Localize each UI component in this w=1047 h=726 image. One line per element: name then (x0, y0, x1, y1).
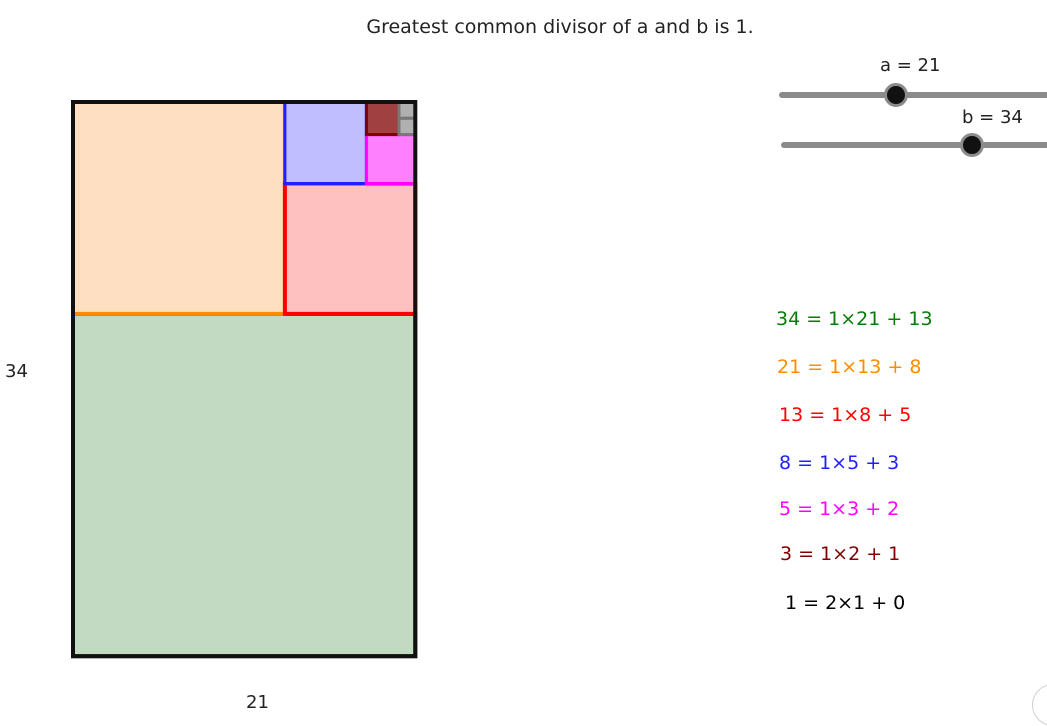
equation-7: 1 = 2×1 + 0 (785, 592, 906, 614)
equation-3: 13 = 1×8 + 5 (779, 404, 912, 426)
square-8 (282, 181, 418, 316)
square-1a (397, 100, 417, 120)
square-1b (397, 116, 417, 137)
equation-5: 5 = 1×3 + 2 (779, 498, 900, 520)
height-label: 34 (5, 361, 28, 382)
square-13 (71, 100, 287, 316)
equation-1: 34 = 1×21 + 13 (776, 308, 933, 330)
outer-rectangle (71, 100, 418, 659)
slider-b-track[interactable] (781, 142, 1047, 148)
slider-b-knob[interactable] (960, 133, 984, 157)
square-5 (283, 100, 368, 185)
square-21 (71, 311, 418, 659)
equation-2: 21 = 1×13 + 8 (777, 356, 922, 378)
diagram-title: Greatest common divisor of a and b is 1. (366, 16, 754, 38)
square-2 (364, 100, 401, 137)
square-3 (364, 133, 417, 186)
slider-a-knob[interactable] (884, 83, 908, 107)
width-label: 21 (246, 692, 269, 713)
slider-a-label: a = 21 (880, 55, 941, 76)
equation-4: 8 = 1×5 + 3 (779, 452, 900, 474)
slider-a-track[interactable] (779, 92, 1047, 98)
equation-6: 3 = 1×2 + 1 (780, 543, 901, 565)
slider-b-label: b = 34 (962, 107, 1023, 128)
